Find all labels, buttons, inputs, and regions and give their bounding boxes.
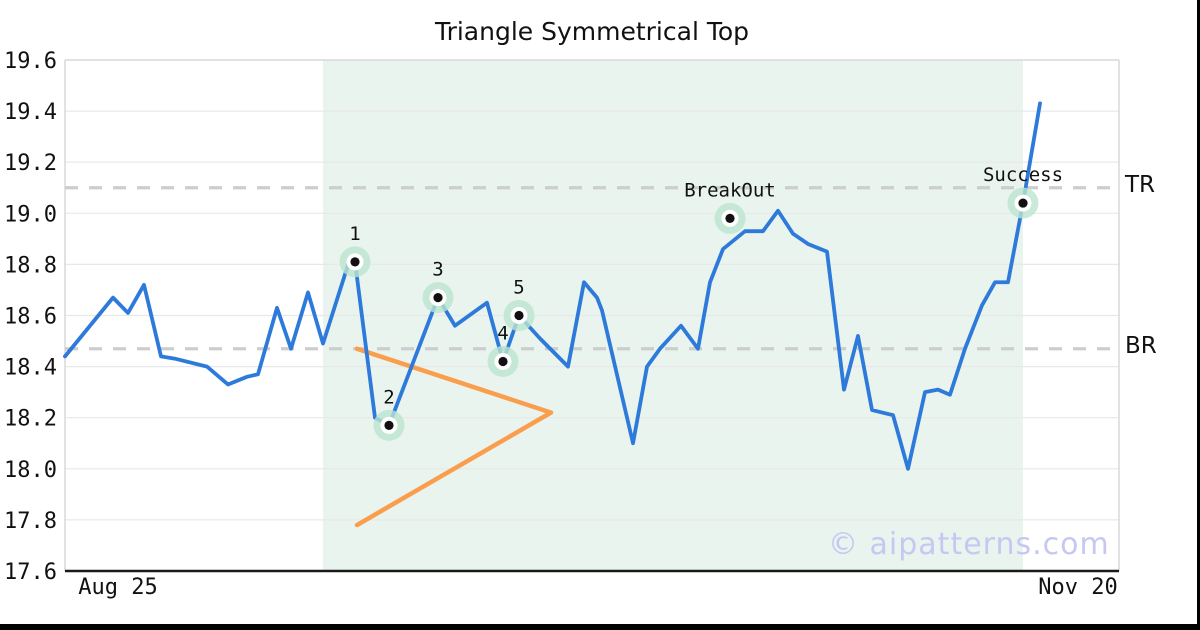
marker-dot [384, 420, 394, 430]
price-line-series [63, 101, 1042, 471]
image-border-right [1197, 0, 1200, 630]
y-tick-label: 18.0 [4, 458, 57, 483]
level-label-tr: TR [1125, 172, 1156, 198]
marker-dot [514, 310, 524, 321]
level-label-br: BR [1125, 333, 1157, 359]
marker-dot [725, 213, 735, 224]
x-tick-aug25: Aug 25 [78, 575, 158, 600]
triangle-pattern-lines [354, 346, 554, 528]
y-tick-label: 18.4 [4, 356, 57, 381]
marker-label-success: Success [983, 164, 1063, 186]
marker-label-5: 5 [513, 277, 524, 299]
x-tick-nov20: Nov 20 [1038, 575, 1118, 600]
y-tick-label: 17.8 [4, 509, 57, 534]
y-tick-label: 19.0 [4, 202, 57, 227]
marker-label-2: 2 [383, 386, 394, 408]
y-tick-label: 19.4 [4, 100, 57, 125]
watermark: © aipatterns.com [828, 527, 1110, 562]
marker-dot [433, 293, 443, 303]
marker-label-1: 1 [349, 223, 360, 245]
chart-title: Triangle Symmetrical Top [434, 17, 750, 46]
marker-dot [498, 356, 508, 367]
marker-dot [1018, 198, 1028, 208]
y-tick-label: 19.6 [4, 49, 57, 74]
marker-label-breakout: BreakOut [684, 179, 776, 201]
marker-label-3: 3 [432, 259, 443, 281]
y-tick-label: 17.6 [4, 560, 57, 585]
y-tick-label: 18.8 [4, 253, 57, 278]
image-border-bottom [0, 624, 1200, 630]
marker-label-4: 4 [497, 322, 508, 344]
marker-dot [350, 257, 360, 267]
y-tick-label: 19.2 [4, 151, 57, 176]
y-tick-label: 18.2 [4, 407, 57, 432]
y-tick-label: 18.6 [4, 305, 57, 330]
